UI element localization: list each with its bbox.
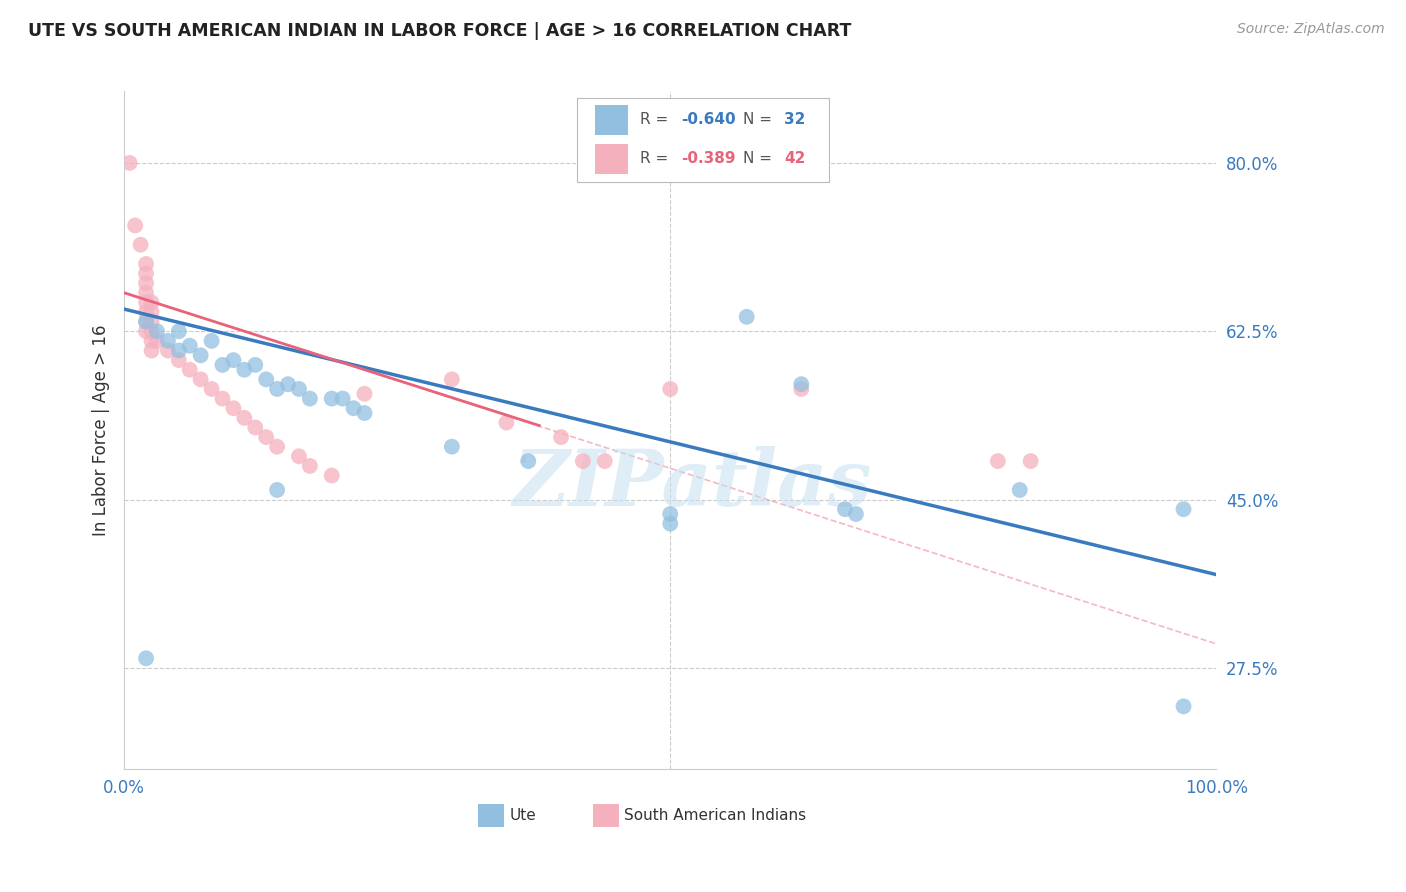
Point: [790, 377, 813, 392]
Point: [353, 386, 375, 401]
Point: [135, 276, 157, 290]
Point: [233, 410, 256, 425]
Point: [845, 507, 868, 521]
Text: Ute: Ute: [510, 808, 537, 823]
Point: [1173, 502, 1195, 516]
Point: [211, 358, 233, 372]
Point: [245, 420, 267, 434]
Point: [353, 406, 375, 420]
Point: [167, 353, 190, 368]
Point: [135, 285, 157, 300]
Point: [200, 382, 222, 396]
Point: [135, 315, 157, 329]
Point: [1008, 483, 1031, 497]
Point: [135, 295, 157, 310]
Text: ZIPatlas: ZIPatlas: [512, 446, 872, 523]
Point: [118, 156, 141, 170]
Point: [141, 315, 163, 329]
Point: [135, 267, 157, 281]
Text: 42: 42: [783, 151, 806, 166]
Point: [321, 468, 343, 483]
Point: [266, 382, 288, 396]
Point: [1019, 454, 1042, 468]
Point: [572, 454, 595, 468]
Point: [146, 324, 169, 338]
Point: [141, 324, 163, 338]
Point: [834, 502, 856, 516]
Text: -0.640: -0.640: [681, 112, 735, 128]
Point: [440, 372, 463, 386]
Point: [266, 483, 288, 497]
Point: [517, 454, 540, 468]
Point: [288, 382, 311, 396]
Point: [659, 507, 682, 521]
Point: [1173, 699, 1195, 714]
Point: [222, 353, 245, 368]
Point: [266, 440, 288, 454]
Text: South American Indians: South American Indians: [624, 808, 807, 823]
Point: [135, 651, 157, 665]
FancyBboxPatch shape: [595, 145, 627, 174]
Point: [179, 363, 201, 377]
Point: [254, 430, 277, 444]
Point: [141, 343, 163, 358]
Point: [735, 310, 758, 324]
Point: [659, 382, 682, 396]
Point: [156, 334, 179, 348]
Text: N =: N =: [744, 151, 778, 166]
Point: [190, 348, 212, 362]
Point: [179, 339, 201, 353]
Point: [141, 334, 163, 348]
Point: [146, 334, 169, 348]
Point: [342, 401, 364, 416]
Point: [298, 392, 321, 406]
Point: [135, 257, 157, 271]
Point: [790, 382, 813, 396]
Point: [254, 372, 277, 386]
Text: R =: R =: [640, 151, 673, 166]
Point: [659, 516, 682, 531]
Point: [332, 392, 354, 406]
Point: [141, 305, 163, 319]
FancyBboxPatch shape: [593, 804, 619, 827]
FancyBboxPatch shape: [595, 105, 627, 136]
Point: [222, 401, 245, 416]
Point: [124, 219, 146, 233]
Point: [200, 334, 222, 348]
Point: [156, 343, 179, 358]
Point: [233, 363, 256, 377]
FancyBboxPatch shape: [478, 804, 505, 827]
Point: [440, 440, 463, 454]
Text: Source: ZipAtlas.com: Source: ZipAtlas.com: [1237, 22, 1385, 37]
Point: [321, 392, 343, 406]
Text: UTE VS SOUTH AMERICAN INDIAN IN LABOR FORCE | AGE > 16 CORRELATION CHART: UTE VS SOUTH AMERICAN INDIAN IN LABOR FO…: [28, 22, 852, 40]
Point: [141, 295, 163, 310]
Text: N =: N =: [744, 112, 778, 128]
Y-axis label: In Labor Force | Age > 16: In Labor Force | Age > 16: [93, 324, 110, 535]
Point: [495, 416, 517, 430]
Point: [245, 358, 267, 372]
FancyBboxPatch shape: [578, 97, 828, 182]
Point: [593, 454, 616, 468]
Point: [135, 315, 157, 329]
Point: [135, 305, 157, 319]
Point: [135, 324, 157, 338]
Point: [167, 324, 190, 338]
Point: [288, 450, 311, 464]
Text: -0.389: -0.389: [681, 151, 735, 166]
Point: [167, 343, 190, 358]
Point: [987, 454, 1010, 468]
Point: [277, 377, 299, 392]
Point: [550, 430, 572, 444]
Point: [190, 372, 212, 386]
Point: [129, 237, 152, 252]
Point: [211, 392, 233, 406]
Text: 32: 32: [783, 112, 806, 128]
Point: [298, 458, 321, 473]
Text: R =: R =: [640, 112, 673, 128]
